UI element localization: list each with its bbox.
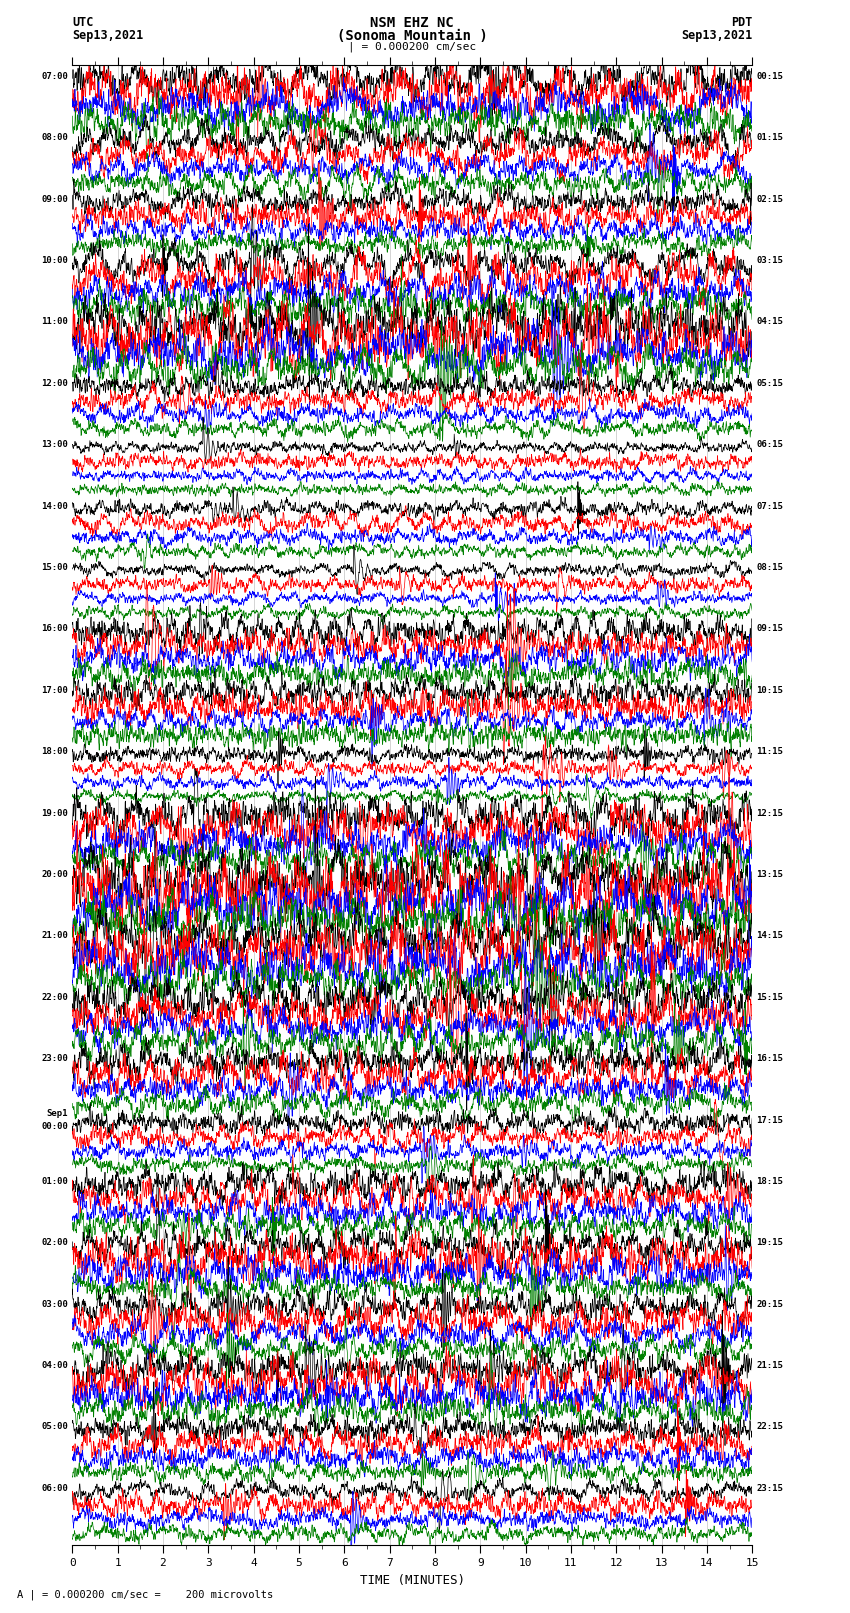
Text: 12:15: 12:15 — [756, 808, 784, 818]
Text: 23:15: 23:15 — [756, 1484, 784, 1494]
Text: | = 0.000200 cm/sec: | = 0.000200 cm/sec — [348, 42, 476, 53]
Text: 09:00: 09:00 — [41, 195, 68, 203]
Text: 19:15: 19:15 — [756, 1239, 784, 1247]
Text: 16:00: 16:00 — [41, 624, 68, 634]
Text: 02:00: 02:00 — [41, 1239, 68, 1247]
Text: 03:15: 03:15 — [756, 256, 784, 265]
Text: 00:00: 00:00 — [41, 1123, 68, 1131]
Text: 07:15: 07:15 — [756, 502, 784, 511]
Text: 05:00: 05:00 — [41, 1423, 68, 1431]
Text: 04:15: 04:15 — [756, 318, 784, 326]
Text: 23:00: 23:00 — [41, 1055, 68, 1063]
Text: 11:15: 11:15 — [756, 747, 784, 756]
Text: 13:15: 13:15 — [756, 869, 784, 879]
Text: 14:15: 14:15 — [756, 931, 784, 940]
Text: 15:15: 15:15 — [756, 992, 784, 1002]
Text: 15:00: 15:00 — [41, 563, 68, 573]
Text: 22:00: 22:00 — [41, 992, 68, 1002]
Text: 19:00: 19:00 — [41, 808, 68, 818]
Text: 02:15: 02:15 — [756, 195, 784, 203]
Text: 03:00: 03:00 — [41, 1300, 68, 1308]
Text: 10:15: 10:15 — [756, 686, 784, 695]
Text: 04:00: 04:00 — [41, 1361, 68, 1369]
Text: 09:15: 09:15 — [756, 624, 784, 634]
Text: NSM EHZ NC: NSM EHZ NC — [371, 16, 454, 31]
Text: A | = 0.000200 cm/sec =    200 microvolts: A | = 0.000200 cm/sec = 200 microvolts — [17, 1589, 273, 1600]
Text: 00:15: 00:15 — [756, 73, 784, 81]
Text: 21:00: 21:00 — [41, 931, 68, 940]
Text: 12:00: 12:00 — [41, 379, 68, 387]
Text: 18:15: 18:15 — [756, 1177, 784, 1186]
Text: 08:00: 08:00 — [41, 134, 68, 142]
Text: UTC: UTC — [72, 16, 94, 29]
Text: 06:15: 06:15 — [756, 440, 784, 450]
Text: PDT: PDT — [731, 16, 752, 29]
Text: 17:15: 17:15 — [756, 1116, 784, 1124]
Text: 16:15: 16:15 — [756, 1055, 784, 1063]
Text: Sep1: Sep1 — [47, 1110, 68, 1118]
Text: Sep13,2021: Sep13,2021 — [72, 29, 144, 42]
Text: 01:00: 01:00 — [41, 1177, 68, 1186]
Text: 13:00: 13:00 — [41, 440, 68, 450]
Text: 21:15: 21:15 — [756, 1361, 784, 1369]
Text: 11:00: 11:00 — [41, 318, 68, 326]
Text: 01:15: 01:15 — [756, 134, 784, 142]
Text: 20:00: 20:00 — [41, 869, 68, 879]
Text: 18:00: 18:00 — [41, 747, 68, 756]
Text: 07:00: 07:00 — [41, 73, 68, 81]
Text: 22:15: 22:15 — [756, 1423, 784, 1431]
Text: 05:15: 05:15 — [756, 379, 784, 387]
Text: (Sonoma Mountain ): (Sonoma Mountain ) — [337, 29, 488, 44]
Text: 20:15: 20:15 — [756, 1300, 784, 1308]
Text: 10:00: 10:00 — [41, 256, 68, 265]
Text: 08:15: 08:15 — [756, 563, 784, 573]
Text: 06:00: 06:00 — [41, 1484, 68, 1494]
Text: 14:00: 14:00 — [41, 502, 68, 511]
Text: Sep13,2021: Sep13,2021 — [681, 29, 752, 42]
Text: 17:00: 17:00 — [41, 686, 68, 695]
X-axis label: TIME (MINUTES): TIME (MINUTES) — [360, 1574, 465, 1587]
